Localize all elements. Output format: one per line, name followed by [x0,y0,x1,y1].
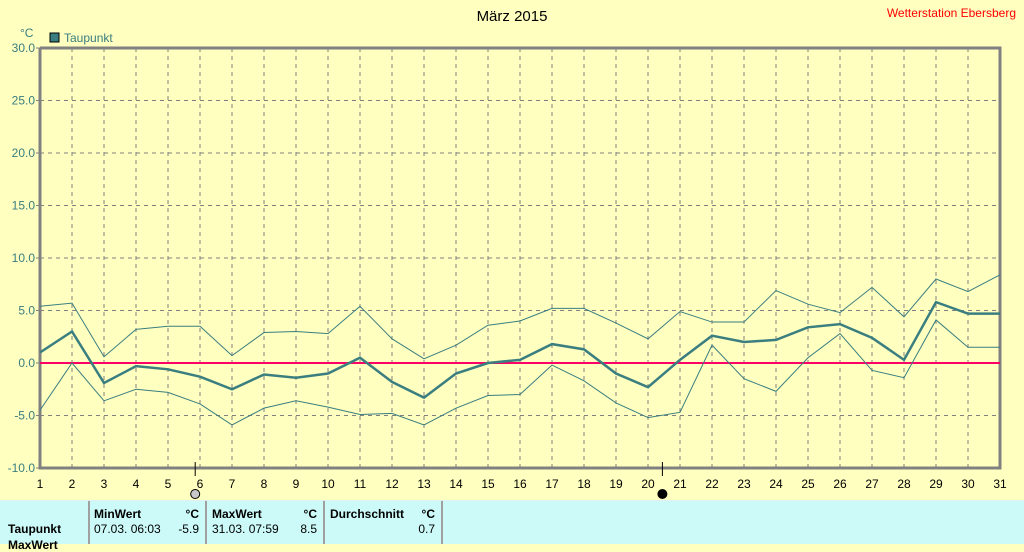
min-value: -5.9 [178,522,199,536]
avg-column: Durchschnitt °C 0.7 [325,501,443,544]
statistics-table: Taupunkt MaxWert MinWert °C 07.03. 06:03… [0,500,1024,552]
x-tick-label: 8 [261,477,268,491]
x-tick-label: 18 [577,477,591,491]
x-tick-label: 7 [229,477,236,491]
series-line-min [39,319,1000,426]
x-tick-label: 30 [961,477,975,491]
legend-label: Taupunkt [64,31,113,45]
x-tick-label: 11 [354,477,367,491]
avg-value: 0.7 [418,522,435,536]
x-tick-label: 25 [801,477,815,491]
y-tick-label: 20.0 [12,146,36,160]
x-tick-label: 2 [69,477,76,491]
plot-frame [38,46,1002,470]
x-tick-label: 20 [641,477,655,491]
y-tick-label: 15.0 [12,199,36,213]
x-tick-label: 12 [385,477,399,491]
max-header: MaxWert [212,507,262,521]
avg-header: Durchschnitt [330,507,405,521]
x-tick-label: 17 [545,477,559,491]
x-tick-label: 22 [705,477,719,491]
series-line-mean [39,300,1000,400]
x-tick-label: 21 [673,477,687,491]
series-line-max [39,274,1001,360]
y-tick-label: -5.0 [14,409,35,423]
x-tick-label: 3 [101,477,108,491]
avg-unit: °C [421,507,435,521]
max-column: MaxWert °C 31.03. 07:59 8.5 [207,501,325,544]
row-label-taupunkt: Taupunkt [8,522,62,536]
x-tick-label: 5 [165,477,172,491]
x-tick-label: 28 [897,477,911,491]
min-time: 07.03. 06:03 [94,522,161,536]
max-time: 31.03. 07:59 [212,522,279,536]
chart-title: März 2015 [477,8,548,25]
x-tick-label: 13 [417,477,431,491]
min-header: MinWert [94,507,142,521]
x-tick-label: 1 [37,477,44,491]
min-column: MinWert °C 07.03. 06:03 -5.9 [89,501,207,544]
x-tick-label: 15 [481,477,495,491]
legend-swatch [49,32,60,43]
row-label-next: MaxWert [8,538,58,552]
dewpoint-chart: März 2015 Wetterstation Ebersberg °C Tau… [8,6,1016,499]
x-tick-label: 9 [293,477,300,491]
y-tick-label: 25.0 [12,94,36,108]
x-tick-label: 14 [449,477,463,491]
max-value: 8.5 [300,522,317,536]
new-moon-icon [657,489,668,499]
x-tick-label: 19 [609,477,623,491]
x-tick-label: 27 [865,477,879,491]
x-tick-label: 10 [321,477,335,491]
x-tick-label: 4 [133,477,140,491]
x-tick-label: 23 [737,477,751,491]
label-column: Taupunkt MaxWert [0,501,90,552]
y-tick-label: 0.0 [18,356,35,370]
x-tick-label: 31 [993,477,1007,491]
x-tick-label: 16 [513,477,527,491]
y-tick-label: -10.0 [8,461,36,475]
y-axis-unit: °C [20,26,34,40]
full-moon-icon [190,489,201,499]
x-tick-label: 6 [197,477,204,491]
x-tick-label: 24 [769,477,783,491]
y-tick-label: 30.0 [12,41,36,55]
y-tick-label: 10.0 [12,251,36,265]
x-tick-label: 26 [833,477,847,491]
y-tick-label: 5.0 [18,304,35,318]
max-unit: °C [303,507,317,521]
min-unit: °C [185,507,199,521]
x-tick-label: 29 [929,477,943,491]
station-name: Wetterstation Ebersberg [887,6,1016,20]
